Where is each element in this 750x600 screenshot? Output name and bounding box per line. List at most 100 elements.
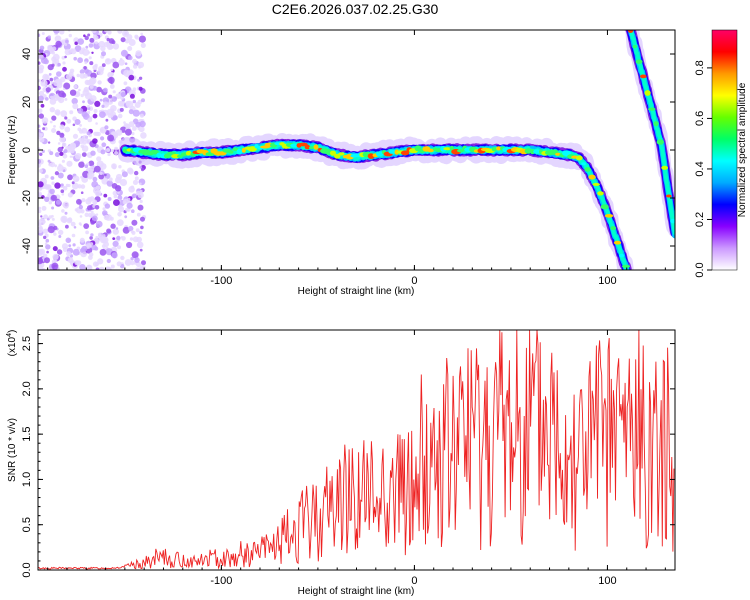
noise-speck: [56, 249, 63, 255]
noise-speck: [78, 205, 83, 210]
noise-speck: [49, 161, 56, 168]
noise-speck: [126, 34, 133, 41]
noise-speck: [140, 167, 145, 172]
noise-speck: [93, 131, 98, 136]
noise-speck: [112, 43, 120, 50]
noise-speck: [119, 178, 128, 187]
noise-speck: [59, 132, 65, 138]
noise-speck: [44, 196, 50, 202]
noise-speck: [112, 228, 120, 235]
noise-speck: [137, 78, 141, 82]
noise-speck: [51, 63, 55, 67]
snr-x-tick-label: 100: [598, 575, 616, 587]
noise-speck: [51, 51, 55, 55]
noise-speck: [93, 35, 99, 40]
noise-speck: [77, 184, 82, 189]
noise-speck: [92, 176, 98, 182]
noise-speck: [59, 151, 64, 156]
noise-speck: [68, 33, 73, 38]
main-ridge-peak: [376, 151, 384, 157]
noise-speck: [79, 124, 82, 127]
noise-speck: [73, 56, 77, 61]
noise-speck: [61, 159, 65, 163]
noise-speck: [124, 259, 132, 266]
noise-speck: [48, 201, 52, 205]
noise-speck: [79, 73, 86, 79]
noise-speck: [138, 76, 143, 81]
noise-speck: [87, 205, 93, 211]
noise-speck: [128, 39, 136, 46]
noise-speck: [38, 206, 42, 210]
noise-speck: [134, 102, 141, 108]
noise-speck: [101, 236, 109, 244]
spectrogram-y-tick-label: -20: [21, 190, 33, 206]
noise-speck: [67, 257, 74, 263]
noise-speck: [63, 203, 69, 209]
noise-speck: [135, 228, 140, 233]
noise-speck: [140, 225, 144, 230]
noise-speck: [77, 38, 84, 45]
noise-speck: [69, 89, 77, 96]
noise-speck: [89, 236, 93, 240]
noise-speck: [120, 91, 126, 98]
noise-speck: [86, 131, 91, 136]
noise-speck: [60, 189, 65, 193]
noise-speck: [132, 109, 140, 117]
noise-speck: [72, 123, 76, 127]
noise-speck: [66, 160, 73, 167]
main-ridge-peak: [619, 253, 625, 258]
noise-speck: [64, 126, 71, 133]
figure-title: C2E6.2026.037.02.25.G30: [272, 1, 439, 17]
noise-speck: [91, 244, 97, 251]
noise-speck: [38, 95, 44, 102]
noise-speck: [123, 121, 126, 124]
colorbar-gradient: [711, 29, 738, 271]
spectrogram-x-axis-title: Height of straight line (km): [298, 286, 415, 297]
noise-speck: [72, 248, 80, 256]
spectrogram-axes: -100 0 100 -40 -20 0 20 40: [21, 30, 675, 287]
colorbar-label: Normalized spectral amplitude: [737, 82, 748, 217]
main-ridge-peak: [167, 151, 176, 155]
spectrogram-y-tick-label: 40: [21, 48, 33, 60]
noise-speck: [89, 166, 95, 172]
snr-panel: -100 0 100 0.0 0.5 1.0 1.5 2.0 2.5 Height of str…: [6, 329, 676, 597]
noise-speck: [64, 48, 72, 56]
noise-speck: [56, 82, 63, 89]
noise-speck: [83, 223, 90, 230]
noise-speck: [62, 61, 66, 65]
noise-speck: [108, 94, 113, 99]
snr-scale-suffix: ): [7, 330, 18, 333]
noise-speck: [41, 205, 47, 211]
noise-speck: [73, 84, 78, 89]
noise-speck: [54, 152, 60, 158]
noise-speck: [141, 260, 146, 266]
noise-speck: [98, 173, 105, 180]
main-ridge-peak: [581, 162, 586, 166]
noise-speck: [89, 84, 94, 89]
spectrogram-y-tick-label: 20: [21, 96, 33, 108]
noise-speck: [41, 149, 45, 153]
main-ridge-peak: [308, 146, 315, 150]
noise-speck: [39, 45, 45, 51]
noise-speck: [121, 171, 128, 178]
noise-speck: [132, 179, 139, 185]
noise-speck: [66, 118, 72, 124]
noise-speck: [110, 68, 113, 72]
noise-speck: [89, 37, 95, 43]
noise-speck: [126, 241, 133, 249]
noise-speck: [81, 198, 86, 203]
noise-speck: [137, 192, 144, 199]
noise-speck: [115, 227, 119, 230]
noise-speck: [86, 265, 92, 270]
noise-speck: [112, 90, 116, 94]
main-ridge-peak: [530, 149, 535, 155]
noise-speck: [135, 35, 139, 40]
noise-speck: [49, 107, 55, 113]
noise-speck: [110, 264, 115, 269]
noise-speck: [57, 172, 64, 179]
noise-speck: [64, 211, 68, 215]
main-ridge-peak: [163, 153, 171, 159]
noise-speck: [101, 104, 105, 108]
main-ridge-peak: [588, 174, 596, 180]
